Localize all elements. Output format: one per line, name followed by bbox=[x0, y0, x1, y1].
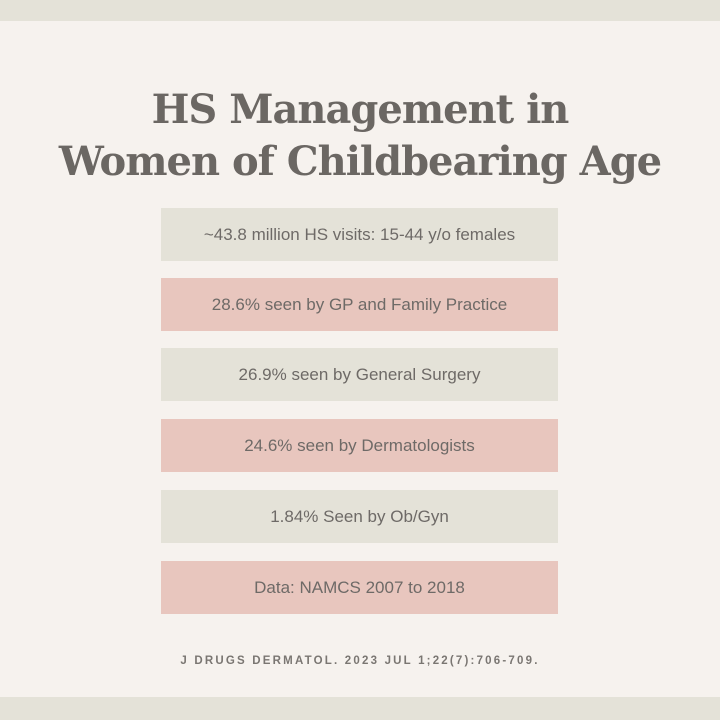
bottom-band bbox=[0, 697, 720, 720]
stat-box-gp: 28.6% seen by GP and Family Practice bbox=[161, 278, 558, 331]
stat-box-data-source: Data: NAMCS 2007 to 2018 bbox=[161, 561, 558, 614]
citation: J DRUGS DERMATOL. 2023 JUL 1;22(7):706-7… bbox=[180, 655, 540, 667]
title-line-2: Women of Childbearing Age bbox=[58, 138, 662, 185]
stat-box-obgyn: 1.84% Seen by Ob/Gyn bbox=[161, 490, 558, 543]
stat-box-total-visits: ~43.8 million HS visits: 15-44 y/o femal… bbox=[161, 208, 558, 261]
top-band bbox=[0, 0, 720, 21]
stat-box-dermatologists: 24.6% seen by Dermatologists bbox=[161, 419, 558, 472]
page-title: HS Management in Women of Childbearing A… bbox=[0, 84, 720, 188]
title-line-1: HS Management in bbox=[151, 86, 570, 133]
stat-box-general-surgery: 26.9% seen by General Surgery bbox=[161, 348, 558, 401]
